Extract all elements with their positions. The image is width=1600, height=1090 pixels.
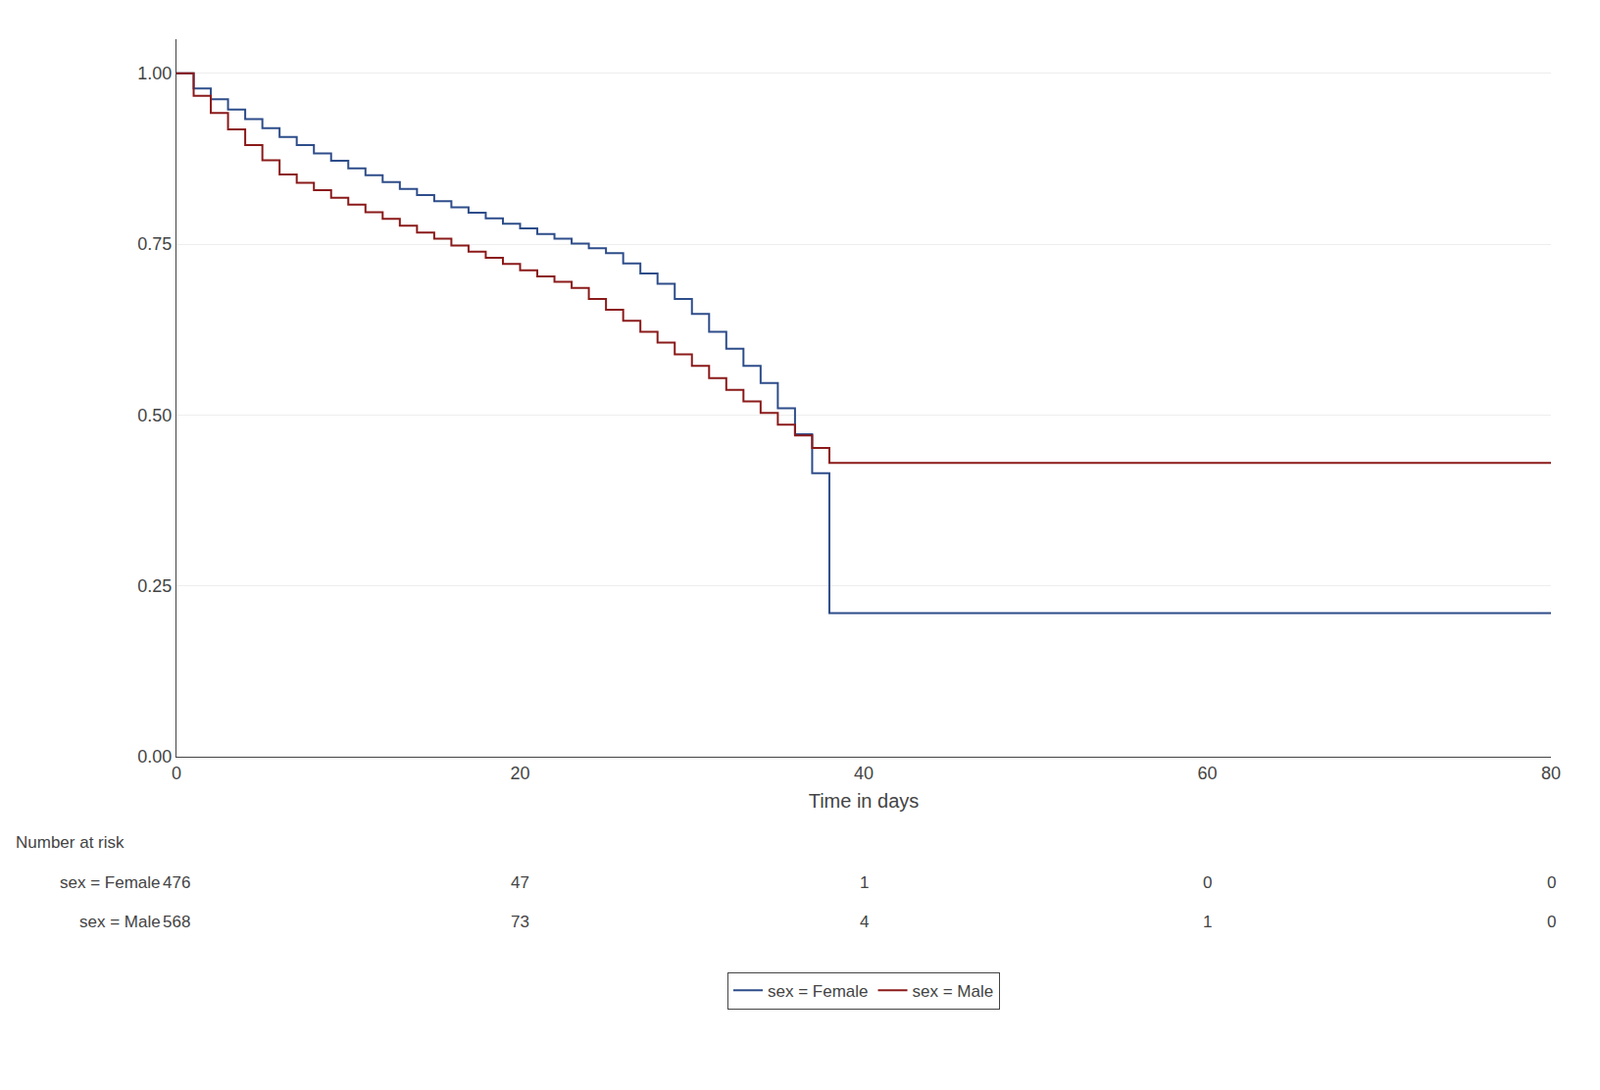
svg-text:40: 40 — [853, 763, 874, 784]
svg-text:476: 476 — [162, 873, 191, 893]
svg-text:1: 1 — [1202, 912, 1212, 932]
svg-text:1.00: 1.00 — [137, 63, 172, 84]
svg-text:60: 60 — [1197, 763, 1217, 784]
svg-text:Number at risk: Number at risk — [15, 833, 125, 852]
svg-text:sex = Male: sex = Male — [912, 982, 995, 1001]
svg-text:0.75: 0.75 — [137, 234, 172, 254]
svg-text:sex = Female: sex = Female — [767, 982, 869, 1001]
svg-text:80: 80 — [1541, 763, 1561, 784]
svg-text:0: 0 — [171, 763, 182, 784]
svg-text:20: 20 — [509, 763, 530, 784]
svg-text:4: 4 — [859, 912, 869, 932]
svg-text:0: 0 — [1547, 912, 1556, 932]
svg-text:0: 0 — [1547, 873, 1556, 893]
svg-text:568: 568 — [162, 912, 191, 932]
svg-text:0.00: 0.00 — [137, 747, 172, 767]
svg-text:Time in days: Time in days — [808, 790, 920, 812]
svg-text:sex = Female: sex = Female — [59, 873, 161, 893]
svg-text:0.25: 0.25 — [137, 576, 172, 597]
svg-text:sex = Male: sex = Male — [79, 912, 161, 932]
svg-text:47: 47 — [510, 873, 530, 893]
svg-text:1: 1 — [859, 873, 869, 893]
svg-text:0: 0 — [1202, 873, 1212, 893]
svg-text:73: 73 — [510, 912, 530, 932]
svg-text:0.50: 0.50 — [137, 405, 172, 426]
